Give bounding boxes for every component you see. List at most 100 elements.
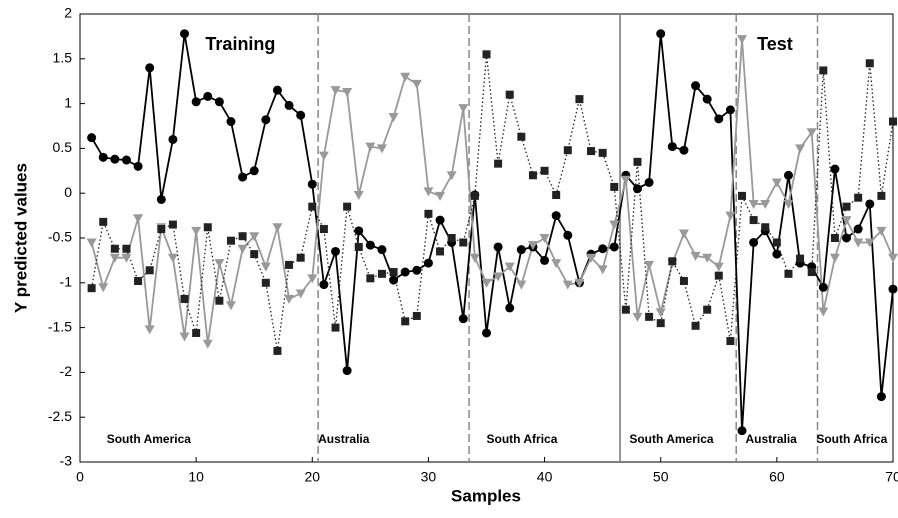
point <box>574 278 585 288</box>
series-line <box>90 54 894 352</box>
point <box>203 91 213 101</box>
point <box>179 332 190 342</box>
point <box>691 321 700 330</box>
point <box>505 90 514 99</box>
point <box>853 238 864 248</box>
point <box>435 215 445 225</box>
point <box>551 211 561 221</box>
point <box>168 220 177 229</box>
point <box>308 202 317 211</box>
region-label: South America <box>629 432 714 446</box>
point <box>250 250 259 259</box>
point <box>493 272 504 282</box>
point <box>645 312 654 321</box>
point <box>598 244 608 254</box>
point <box>761 223 770 232</box>
point <box>226 236 235 245</box>
point <box>633 157 642 166</box>
x-tick-label: 70 <box>885 469 898 485</box>
point <box>621 305 630 314</box>
point <box>109 253 120 263</box>
point <box>401 317 410 326</box>
point <box>296 253 305 262</box>
point <box>783 170 793 180</box>
point <box>516 245 526 255</box>
point <box>818 307 829 317</box>
point <box>180 294 189 303</box>
point <box>888 284 898 294</box>
point <box>796 254 805 263</box>
point <box>655 308 666 318</box>
point <box>713 262 724 272</box>
point <box>865 59 874 68</box>
point <box>366 274 375 283</box>
point <box>412 265 422 275</box>
point <box>110 154 120 164</box>
point <box>423 258 433 268</box>
point <box>145 266 154 275</box>
phase-label: Test <box>757 34 793 54</box>
point <box>563 146 572 155</box>
point <box>772 249 782 259</box>
point <box>202 339 213 349</box>
point <box>889 117 897 126</box>
point <box>458 104 469 114</box>
point <box>191 226 202 236</box>
point <box>690 251 701 261</box>
point <box>260 262 271 272</box>
point <box>552 190 561 199</box>
point <box>192 328 201 337</box>
point <box>632 312 643 322</box>
point <box>249 166 259 176</box>
point <box>864 238 875 248</box>
point <box>527 241 538 251</box>
point <box>738 191 747 200</box>
region-label: Australia <box>745 432 797 446</box>
point <box>481 278 492 288</box>
point <box>388 113 399 123</box>
point <box>819 66 828 75</box>
point <box>795 144 806 154</box>
point <box>133 161 143 171</box>
point <box>459 238 468 247</box>
point <box>725 211 736 221</box>
y-tick-label: 0.5 <box>53 139 73 155</box>
point <box>714 114 724 124</box>
point <box>504 262 515 272</box>
point <box>156 194 166 204</box>
point <box>285 260 294 269</box>
point <box>876 226 887 236</box>
x-tick-label: 50 <box>653 469 669 485</box>
point <box>87 284 96 293</box>
point <box>157 225 166 234</box>
point <box>505 303 515 313</box>
point <box>539 234 550 243</box>
point <box>412 311 421 320</box>
point <box>726 337 735 346</box>
region-label: Australia <box>318 432 370 446</box>
x-tick-label: 30 <box>421 469 437 485</box>
point <box>610 182 619 191</box>
point <box>121 155 131 165</box>
x-tick-label: 40 <box>537 469 553 485</box>
point <box>376 144 387 154</box>
x-tick-label: 20 <box>304 469 320 485</box>
point <box>98 283 109 293</box>
phase-label: Training <box>205 34 275 54</box>
point <box>517 132 526 141</box>
point <box>249 232 260 242</box>
point <box>377 269 386 278</box>
point <box>307 179 317 189</box>
point <box>365 240 375 250</box>
point <box>168 134 178 144</box>
point <box>284 100 294 110</box>
point <box>482 50 491 59</box>
point <box>307 274 318 284</box>
point <box>494 159 503 168</box>
point <box>575 95 584 104</box>
point <box>493 242 503 252</box>
point <box>540 255 550 265</box>
point <box>226 117 236 127</box>
x-axis-label: Samples <box>451 486 521 505</box>
